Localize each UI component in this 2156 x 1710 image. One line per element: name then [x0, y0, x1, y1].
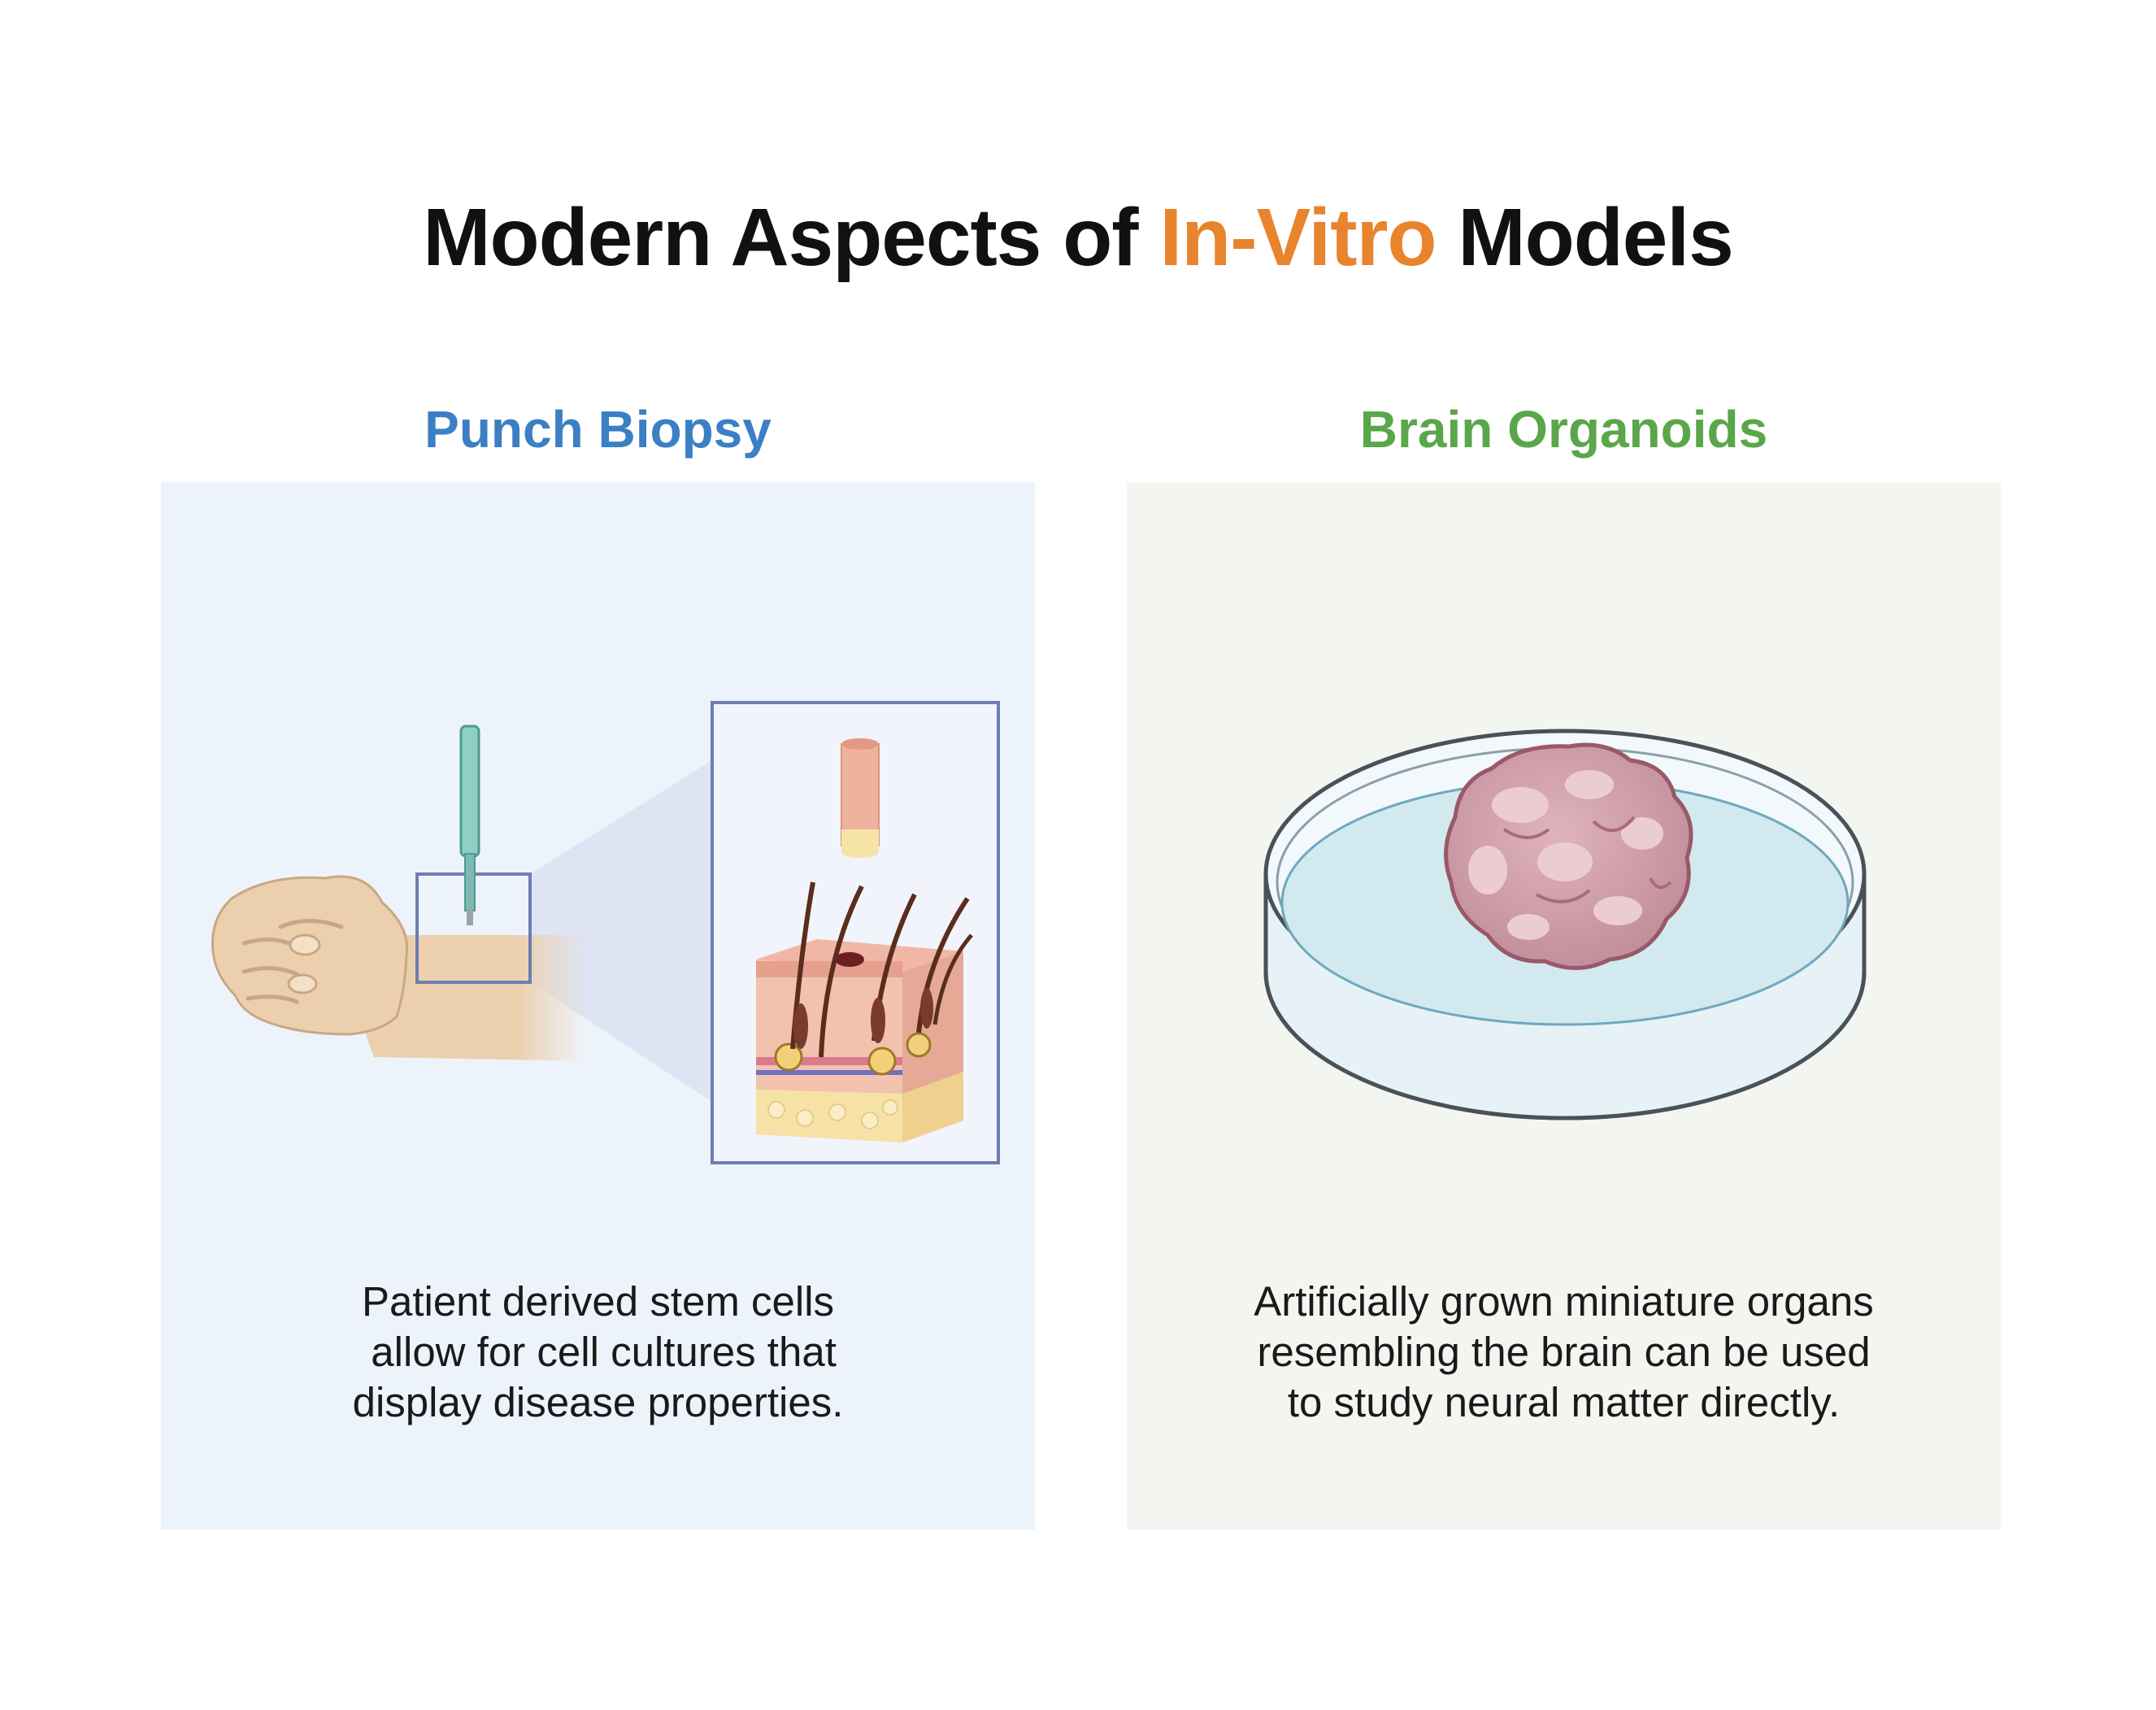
caption-line: resembling the brain can be used: [1257, 1329, 1871, 1375]
hand-icon: [211, 875, 585, 1061]
title-accent: In-Vitro: [1159, 192, 1437, 283]
caption-line: display disease properties.: [352, 1379, 844, 1425]
title-suffix: Models: [1436, 192, 1733, 283]
caption-line: allow for cell cultures that: [359, 1329, 837, 1375]
biopsy-punch-icon: [459, 724, 480, 925]
brain-organoid-icon: [1444, 742, 1693, 970]
punch-biopsy-caption: Patient derived stem cells allow for cel…: [161, 1277, 1035, 1428]
caption-line: Patient derived stem cells: [361, 1278, 835, 1325]
title-prefix: Modern Aspects of: [423, 192, 1160, 283]
skin-cross-section-icon: [756, 881, 973, 1142]
punch-biopsy-heading: Punch Biopsy: [424, 400, 772, 459]
caption-line: Artificially grown miniature organs: [1254, 1278, 1874, 1325]
skin-core-sample-icon: [841, 738, 880, 858]
zoom-cone: [530, 760, 712, 1102]
brain-organoids-heading: Brain Organoids: [1359, 400, 1768, 459]
brain-organoids-caption: Artificially grown miniature organs rese…: [1127, 1277, 2001, 1428]
caption-line: to study neural matter directly.: [1287, 1379, 1841, 1425]
petri-dish-icon: [1263, 729, 1867, 1120]
page-title: Modern Aspects of In-Vitro Models: [0, 189, 2156, 286]
